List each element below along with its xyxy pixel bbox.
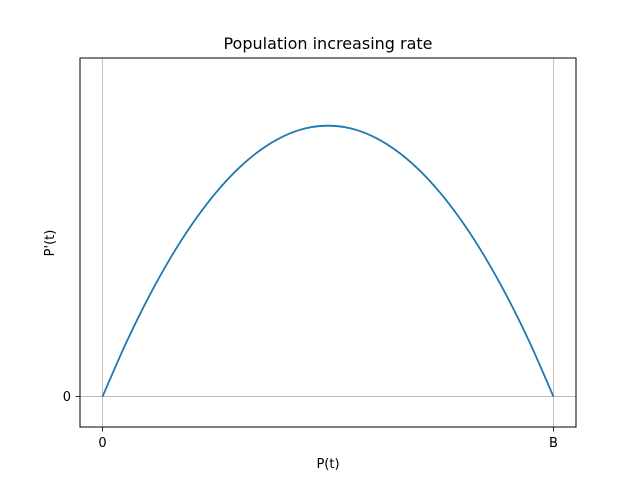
series-layer: [101, 124, 555, 397]
series-line: [101, 124, 555, 397]
plot-frame: [79, 57, 577, 428]
x-tick-label: 0: [98, 436, 106, 451]
y-axis-label: P'(t): [43, 230, 58, 257]
y-ticks: 0: [63, 390, 80, 405]
x-axis-label: P(t): [316, 457, 339, 472]
chart-title: Population increasing rate: [223, 34, 432, 53]
y-tick-label: 0: [63, 390, 71, 405]
grid: [80, 58, 576, 427]
x-tick-label: B: [549, 436, 558, 451]
